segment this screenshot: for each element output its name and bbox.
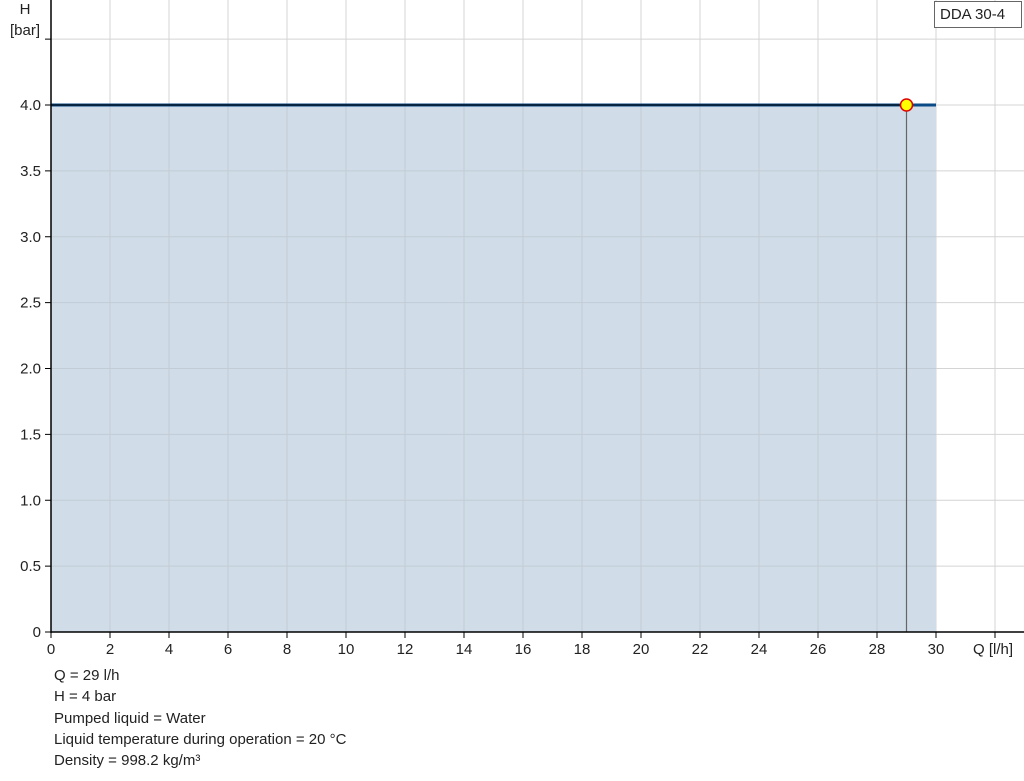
info-temperature: Liquid temperature during operation = 20… bbox=[54, 730, 347, 748]
x-tick-label: 18 bbox=[574, 641, 591, 658]
y-tick-label: 2.0 bbox=[20, 361, 41, 378]
y-tick-label: 3.5 bbox=[20, 163, 41, 180]
x-axis-label: Q [l/h] bbox=[973, 641, 1013, 658]
x-tick-label: 14 bbox=[456, 641, 473, 658]
legend-entry: DDA 30-4 bbox=[940, 6, 1006, 23]
pump-curve-chart: 0 2 4 6 8 10 12 14 16 18 20 22 24 26 28 3000.51.01.52.0… bbox=[10, 0, 1024, 658]
y-axis-label-unit: [bar] bbox=[10, 22, 40, 39]
x-tick-label: 22 bbox=[692, 641, 709, 658]
x-tick-label: 8 bbox=[283, 641, 291, 658]
x-tick-label: 28 bbox=[869, 641, 886, 658]
y-tick-label: 0 bbox=[33, 624, 41, 641]
x-tick-label: 30 bbox=[928, 641, 945, 658]
x-tick-label: 6 bbox=[224, 641, 232, 658]
legend-box: DDA 30-4 bbox=[934, 1, 1022, 28]
info-flow: Q = 29 l/h bbox=[54, 667, 120, 684]
x-tick-label: 2 bbox=[106, 641, 114, 658]
y-tick-label: 2.5 bbox=[20, 295, 41, 312]
operating-info: Q = 29 l/h H = 4 bar Pumped liquid = Wat… bbox=[54, 665, 346, 771]
y-axis-label-h: H bbox=[20, 1, 31, 18]
x-tick-label: 12 bbox=[397, 641, 414, 658]
info-head: H = 4 bar bbox=[54, 688, 117, 706]
y-tick-label: 4.0 bbox=[20, 97, 41, 114]
y-tick-label: 0.5 bbox=[20, 558, 41, 575]
operating-point-marker bbox=[899, 98, 914, 112]
x-tick-label: 0 bbox=[47, 641, 55, 658]
info-liquid: Pumped liquid = Water bbox=[54, 709, 206, 727]
y-tick-label: 1.0 bbox=[20, 492, 41, 509]
x-tick-label: 10 bbox=[338, 641, 355, 658]
x-tick-label: 24 bbox=[751, 641, 768, 658]
x-tick-label: 20 bbox=[633, 641, 650, 658]
x-tick-label: 16 bbox=[515, 641, 532, 658]
info-density: Density = 998.2 kg/m³ bbox=[54, 752, 201, 770]
x-tick-label: 4 bbox=[165, 641, 173, 658]
area-layer bbox=[51, 98, 936, 632]
y-tick-label: 3.0 bbox=[20, 229, 41, 246]
x-tick-label: 26 bbox=[810, 641, 827, 658]
axes: 0 2 4 6 8 10 12 14 16 18 20 22 24 26 28 3000.51.01.52.0… bbox=[20, 0, 1024, 658]
y-tick-label: 1.5 bbox=[20, 426, 41, 443]
